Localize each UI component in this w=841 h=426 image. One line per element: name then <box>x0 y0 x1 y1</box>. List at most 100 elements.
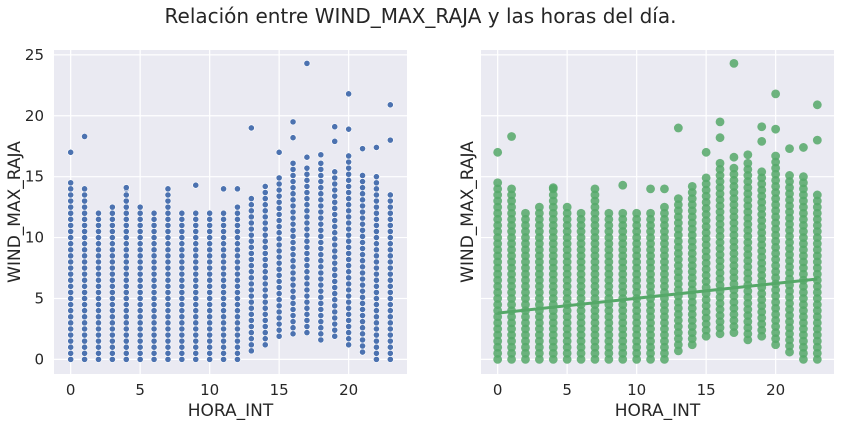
data-point <box>729 163 739 173</box>
regplot-panel-right: 0 5 10 15 20 HORA_INT WIND_MAX_RAJA <box>458 50 834 421</box>
data-point <box>359 318 366 326</box>
data-point <box>178 252 186 260</box>
data-point <box>646 208 655 218</box>
data-point <box>359 257 366 265</box>
data-point <box>164 270 172 278</box>
data-point <box>646 342 655 352</box>
data-point <box>673 194 683 204</box>
data-point <box>150 270 158 278</box>
data-point <box>81 264 88 272</box>
data-point <box>317 178 325 185</box>
data-point <box>373 307 380 315</box>
data-point <box>507 239 516 249</box>
data-point <box>576 294 586 303</box>
data-point <box>331 271 339 279</box>
x-tick-label: 15 <box>697 381 716 399</box>
data-point <box>576 269 586 279</box>
data-point <box>701 197 711 207</box>
data-point <box>192 270 200 278</box>
data-point <box>812 227 822 236</box>
data-point <box>715 201 725 211</box>
data-point <box>359 348 366 356</box>
data-point <box>331 247 339 255</box>
y-tick-label: 0 <box>34 350 44 368</box>
data-point <box>812 245 822 255</box>
data-point <box>660 269 669 279</box>
data-point <box>729 279 739 289</box>
data-point <box>220 234 227 241</box>
data-point <box>548 354 558 364</box>
data-point <box>660 263 669 273</box>
data-point <box>331 211 339 218</box>
data-point <box>220 349 227 357</box>
data-point <box>743 225 753 235</box>
data-point <box>493 245 503 255</box>
data-point <box>345 176 353 184</box>
data-point <box>136 319 144 327</box>
data-point <box>220 264 227 272</box>
data-point <box>303 323 311 330</box>
data-point <box>220 270 227 278</box>
data-point <box>67 228 75 235</box>
data-point <box>757 216 767 225</box>
data-point <box>715 244 725 253</box>
data-point <box>590 342 600 352</box>
data-point <box>261 213 269 221</box>
data-point <box>799 172 808 182</box>
data-point <box>192 258 200 266</box>
data-point <box>386 282 394 290</box>
data-point <box>359 342 366 350</box>
data-point <box>275 271 283 279</box>
data-point <box>359 172 366 179</box>
data-point <box>507 196 516 206</box>
data-point <box>81 282 88 290</box>
data-point <box>81 288 88 296</box>
data-point <box>386 295 394 302</box>
data-point <box>206 288 214 296</box>
data-point <box>164 203 172 211</box>
data-point <box>548 348 558 358</box>
data-point <box>261 262 269 269</box>
data-point <box>192 246 200 254</box>
data-point <box>192 355 200 363</box>
data-point <box>95 221 102 229</box>
data-point <box>687 273 697 283</box>
data-point <box>534 202 544 212</box>
data-point <box>289 178 297 185</box>
data-point <box>164 246 172 254</box>
data-point <box>673 249 683 258</box>
data-point <box>150 301 158 308</box>
data-point <box>220 240 227 248</box>
data-point <box>192 221 200 229</box>
data-point <box>493 208 503 218</box>
data-point <box>136 203 144 211</box>
data-point <box>757 191 767 201</box>
data-point <box>178 228 186 235</box>
data-point <box>493 294 503 303</box>
data-point <box>646 220 655 230</box>
data-point <box>386 240 394 248</box>
data-point <box>122 197 130 205</box>
data-point <box>590 269 600 279</box>
data-point <box>785 195 794 205</box>
data-point <box>799 312 808 322</box>
plot-area-right <box>481 50 834 374</box>
data-point <box>729 242 739 252</box>
data-point <box>67 276 75 284</box>
data-point <box>81 349 88 357</box>
data-point <box>317 232 325 240</box>
data-point <box>534 336 544 346</box>
data-point <box>331 180 339 188</box>
data-point <box>812 257 822 267</box>
plot-area-left <box>54 50 407 374</box>
data-point <box>521 233 530 242</box>
data-point <box>247 231 255 239</box>
data-point <box>604 281 614 291</box>
data-point <box>507 220 516 230</box>
data-point <box>164 319 172 327</box>
data-point <box>150 234 158 241</box>
data-point <box>220 343 227 351</box>
data-point <box>275 247 283 255</box>
data-point <box>206 270 214 278</box>
